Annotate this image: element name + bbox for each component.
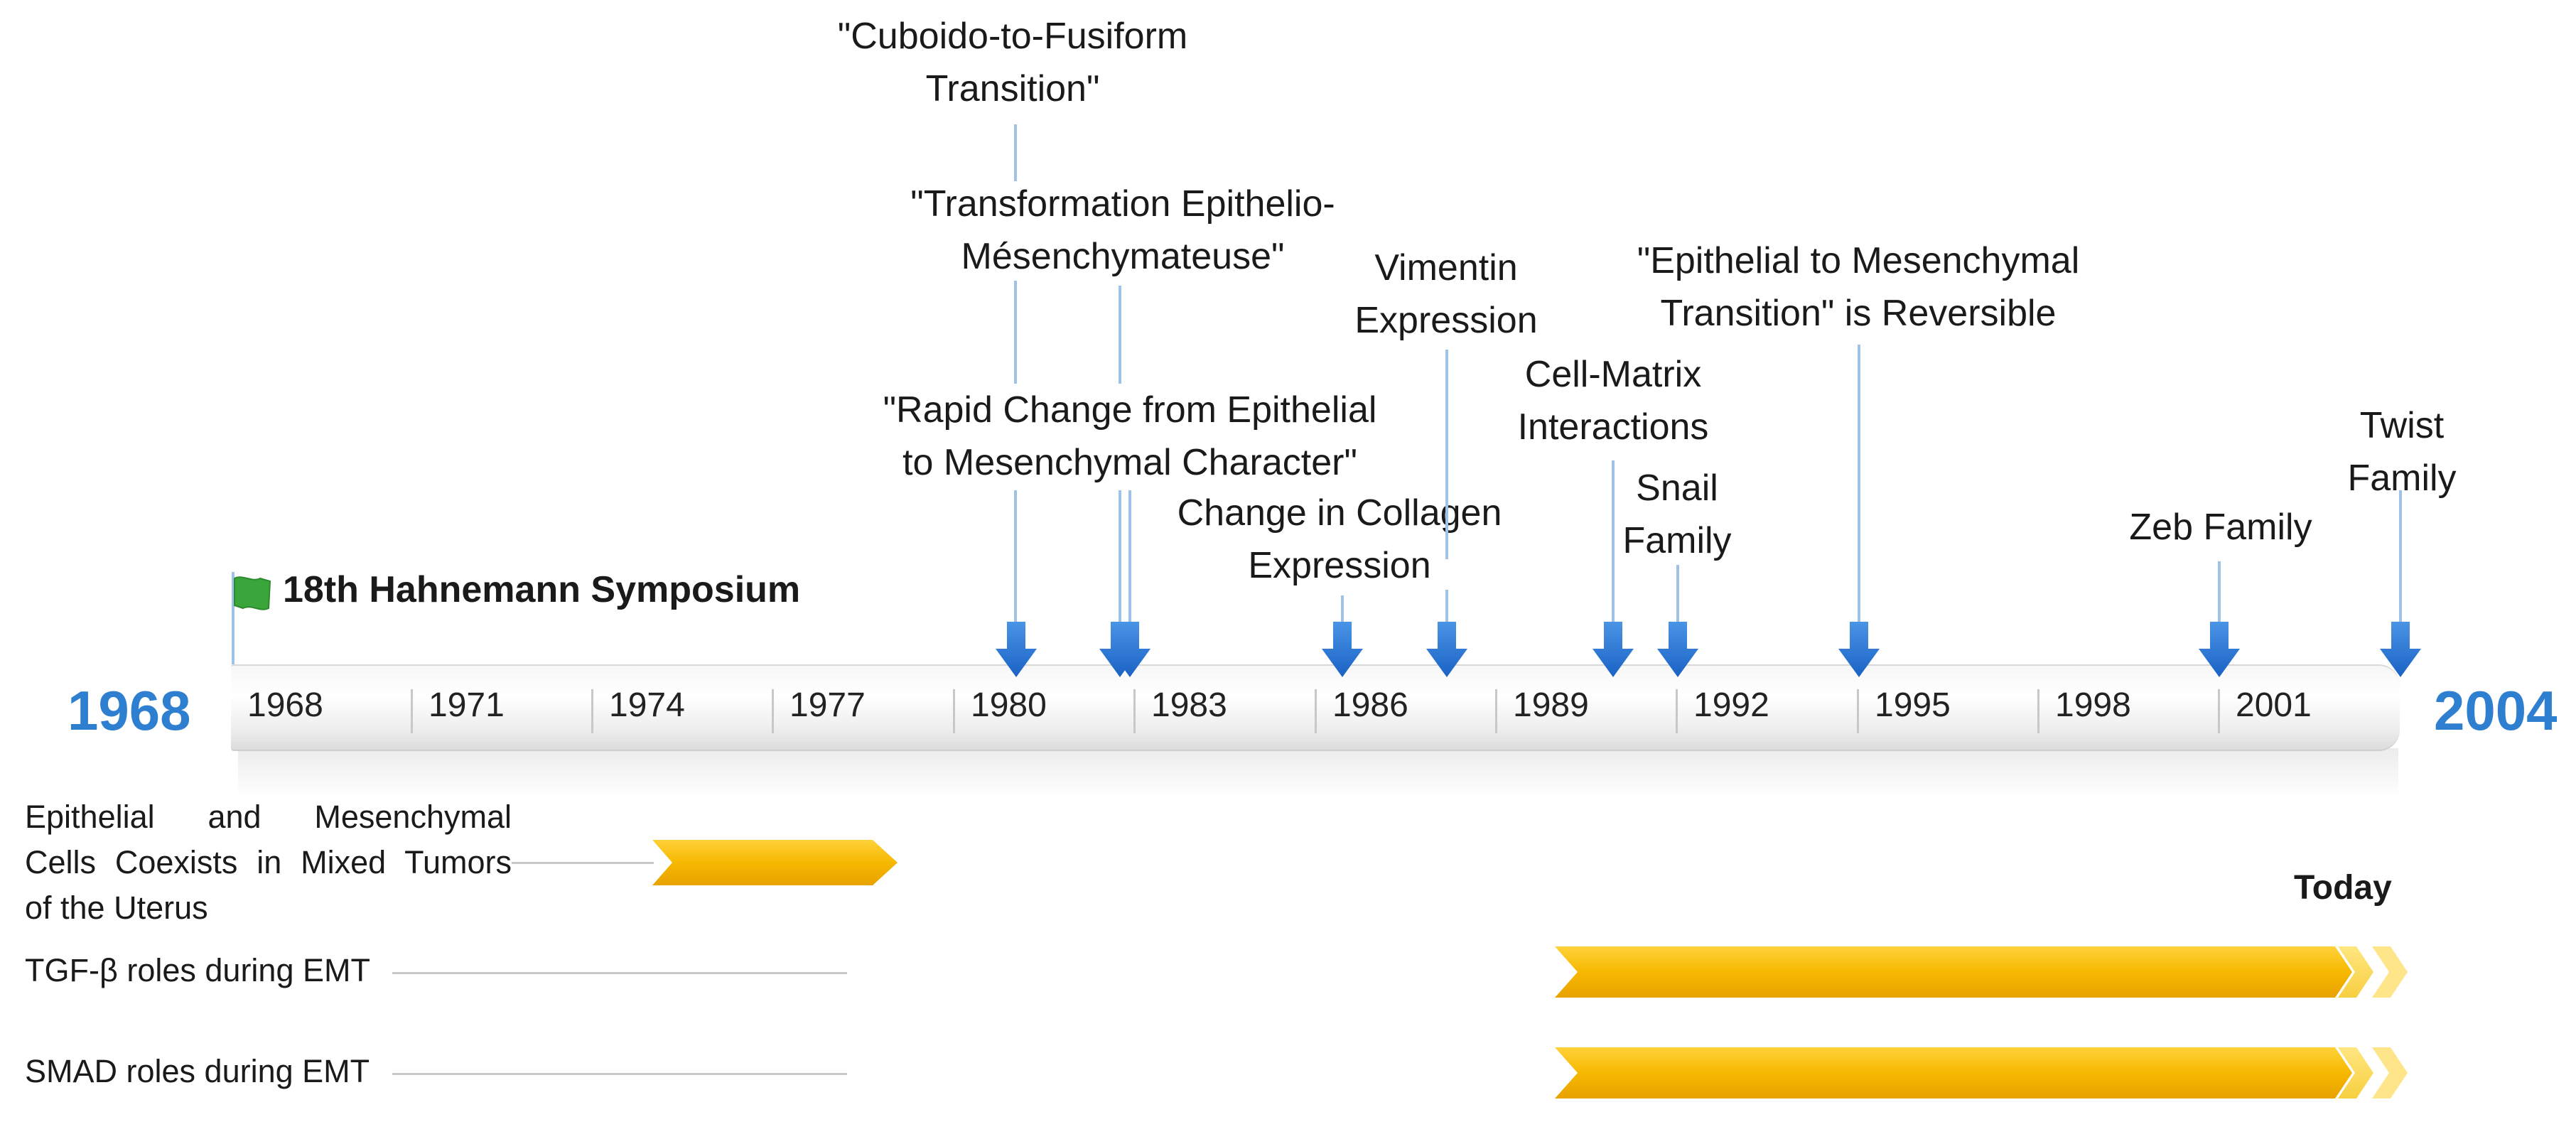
axis-tick: 1998 [2055,686,2131,724]
range-leader [512,862,654,864]
axis-tick: 1974 [609,686,685,724]
event-stem [1014,124,1017,181]
axis-tick: 1968 [247,686,323,724]
milestone-stem [232,572,235,664]
range-label-line: Cells Coexists in Mixed Tumors [25,844,512,880]
axis-separator [1315,689,1317,733]
axis-tick: 2001 [2236,686,2312,724]
arrow-down-icon [2380,622,2421,677]
event-twist-label: Twist Family [2320,399,2484,504]
event-label-line: "Epithelial to Mesenchymal [1637,240,2080,281]
event-label-line: Interactions [1517,406,1709,448]
range-label-mixed-tumors: Epithelial and Mesenchymal Cells Coexist… [25,794,512,931]
axis-separator [1133,689,1136,733]
event-label-line: Zeb Family [2129,507,2312,548]
milestone-label: 18th Hahnemann Symposium [283,569,801,610]
range-bar-tgf-beta [1555,946,2408,998]
axis-tick: 1995 [1875,686,1951,724]
event-cuboido-label: "Cuboido-to-Fusiform Transition" [821,10,1205,115]
axis-separator [1857,689,1859,733]
event-stem [1341,595,1344,625]
event-vimentin-label: Vimentin Expression [1322,242,1570,347]
range-label-smad: SMAD roles during EMT [25,1053,370,1089]
event-label-line: "Rapid Change from Epithelial [883,389,1377,431]
axis-separator [2037,689,2039,733]
event-cell-matrix-label: Cell-Matrix Interactions [1478,348,1748,453]
event-stem [1119,286,1121,384]
axis-separator [772,689,774,733]
axis-tick: 1977 [789,686,866,724]
event-stem [1128,490,1131,625]
event-rapid-change-label: "Rapid Change from Epithelial to Mesench… [846,384,1414,489]
event-stem [1676,565,1679,625]
axis-tick: 1989 [1513,686,1589,724]
event-label-line: "Transformation Epithelio- [910,183,1335,225]
event-label-line: Expression [1248,545,1431,586]
range-label-line: of the Uterus [25,890,208,926]
event-stem [1014,490,1017,625]
event-label-line: Expression [1354,300,1538,341]
event-label-line: Vimentin [1374,247,1518,288]
arrow-down-icon [1838,622,1880,677]
arrow-down-icon [2199,622,2240,677]
event-stem [1445,590,1448,625]
range-leader [392,1073,847,1075]
event-label-line: Cell-Matrix [1524,354,1702,395]
axis-tick: 1983 [1151,686,1227,724]
axis-shadow [238,748,2398,798]
event-stem [2399,490,2402,625]
arrow-down-icon [996,622,1037,677]
event-stem [1612,460,1615,625]
axis-separator [1495,689,1497,733]
axis-separator [1676,689,1678,733]
range-bar-smad [1555,1047,2408,1098]
arrow-down-icon [1593,622,1634,677]
range-label-tgf-beta: TGF-β roles during EMT [25,952,370,988]
event-label-line: Twist [2359,405,2445,446]
axis-tick: 1980 [971,686,1047,724]
event-snail-label: Snail Family [1595,462,1759,567]
range-label-line: Epithelial and Mesenchymal [25,799,512,835]
axis-separator [411,689,413,733]
axis-separator [953,689,955,733]
start-year-label: 1968 [68,679,191,742]
event-label-line: Snail [1636,468,1718,509]
range-bar-mixed-tumors [652,840,898,885]
flag-icon [234,576,271,610]
event-transformation-label: "Transformation Epithelio- Mésenchymateu… [856,178,1389,283]
today-label: Today [2294,869,2392,907]
event-label-line: Family [1622,520,1732,561]
event-label-line: "Cuboido-to-Fusiform [837,16,1188,57]
arrow-down-icon [1657,622,1698,677]
event-stem [1119,490,1121,625]
event-stem [2218,561,2221,625]
range-leader [392,972,847,974]
axis-tick: 1971 [429,686,505,724]
event-collagen-label: Change in Collagen Expression [1155,487,1524,592]
arrow-down-icon [1322,622,1363,677]
event-label-line: Mésenchymateuse" [961,236,1285,277]
axis-separator [591,689,593,733]
event-stem [1014,281,1017,384]
event-zeb-label: Zeb Family [2107,501,2334,554]
arrow-down-icon [1109,622,1150,677]
axis-tick: 1992 [1693,686,1769,724]
event-stem [1858,345,1860,625]
event-label-line: Transition" [925,68,1100,109]
event-stem [1445,350,1448,559]
axis-separator [2218,689,2220,733]
event-label-line: Family [2347,458,2457,499]
event-label-line: to Mesenchymal Character" [902,442,1357,483]
event-reversible-label: "Epithelial to Mesenchymal Transition" i… [1599,234,2118,340]
axis-tick: 1986 [1332,686,1408,724]
end-year-label: 2004 [2434,679,2558,742]
event-label-line: Change in Collagen [1177,492,1502,534]
arrow-down-icon [1426,622,1467,677]
event-label-line: Transition" is Reversible [1660,293,2057,334]
